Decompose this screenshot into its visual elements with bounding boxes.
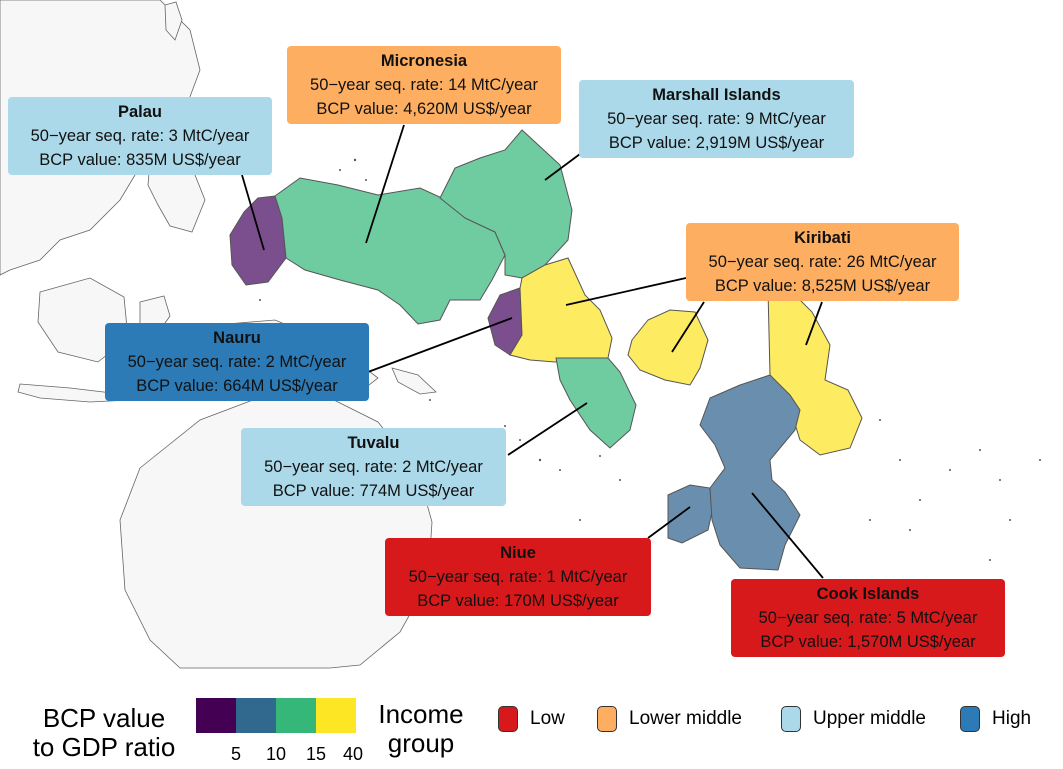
leader-lines bbox=[241, 124, 824, 579]
bcp-value: BCP value: 170M US$/year bbox=[417, 592, 619, 610]
callout-tuvalu: Tuvalu 50−year seq. rate: 2 MtC/year BCP… bbox=[241, 428, 506, 506]
leader-kiribati-gilbert bbox=[565, 277, 687, 306]
ramp-swatch bbox=[236, 698, 276, 733]
bcp-value: BCP value: 664M US$/year bbox=[136, 377, 338, 395]
landmass-taiwan bbox=[164, 1, 183, 41]
country-name: Micronesia bbox=[380, 52, 468, 70]
callout-cook-islands: Cook Islands 50−year seq. rate: 5 MtC/ye… bbox=[731, 579, 1005, 657]
leader-nauru bbox=[367, 317, 513, 373]
leader-marshall bbox=[544, 153, 581, 181]
leader-niue bbox=[647, 506, 691, 539]
bcp-value: BCP value: 835M US$/year bbox=[39, 151, 241, 169]
ramp-swatch bbox=[196, 698, 236, 733]
income-swatch bbox=[781, 706, 801, 732]
income-key-lower-middle: Lower middle bbox=[597, 706, 742, 732]
leader-tuvalu bbox=[507, 402, 588, 456]
callout-marshall-islands: Marshall Islands 50−year seq. rate: 9 Mt… bbox=[579, 80, 854, 158]
eez-marshall bbox=[439, 129, 573, 279]
seq-rate: 50−year seq. rate: 5 MtC/year bbox=[758, 609, 978, 627]
eez-kiribati-phoenix bbox=[627, 309, 709, 386]
leader-kiribati-phoenix bbox=[671, 301, 705, 353]
country-name: Tuvalu bbox=[347, 434, 400, 452]
bcp-value: BCP value: 774M US$/year bbox=[272, 482, 475, 500]
ratio-tick: 10 bbox=[265, 744, 287, 764]
income-swatch bbox=[960, 706, 980, 732]
eez-regions bbox=[229, 129, 863, 571]
callout-niue: Niue 50−year seq. rate: 1 MtC/year BCP v… bbox=[385, 538, 651, 616]
country-name: Niue bbox=[500, 544, 536, 562]
income-swatch bbox=[498, 706, 518, 732]
bcp-value: BCP value: 1,570M US$/year bbox=[760, 633, 976, 651]
ratio-legend-title: BCP value to GDP ratio bbox=[14, 704, 194, 762]
ramp-swatch bbox=[316, 698, 356, 733]
income-legend-title: Income group bbox=[366, 700, 476, 758]
eez-kiribati-gilbert bbox=[509, 257, 613, 363]
income-label: Low bbox=[530, 708, 565, 729]
eez-micronesia bbox=[274, 177, 506, 325]
eez-niue bbox=[667, 484, 713, 544]
income-title-line1: Income bbox=[378, 699, 464, 729]
country-name: Cook Islands bbox=[816, 585, 920, 603]
country-name: Kiribati bbox=[794, 229, 851, 247]
bcp-value: BCP value: 8,525M US$/year bbox=[714, 277, 931, 295]
income-swatch bbox=[597, 706, 617, 732]
callout-nauru: Nauru 50−year seq. rate: 2 MtC/year BCP … bbox=[105, 323, 369, 401]
bcp-value: BCP value: 2,919M US$/year bbox=[608, 134, 825, 152]
callout-kiribati: Kiribati 50−year seq. rate: 26 MtC/year … bbox=[686, 223, 959, 301]
income-title-line2: group bbox=[387, 728, 455, 758]
income-label: High bbox=[992, 708, 1032, 729]
leader-cook bbox=[751, 492, 824, 579]
ramp-swatch bbox=[276, 698, 316, 733]
ratio-color-ramp bbox=[196, 698, 356, 733]
leader-palau bbox=[241, 174, 265, 251]
seq-rate: 50−year seq. rate: 9 MtC/year bbox=[607, 110, 826, 128]
country-name: Nauru bbox=[213, 329, 261, 347]
seq-rate: 50−year seq. rate: 3 MtC/year bbox=[30, 127, 250, 145]
seq-rate: 50−year seq. rate: 2 MtC/year bbox=[127, 353, 347, 371]
ratio-title-line1: BCP value bbox=[42, 703, 166, 733]
ratio-title-line2: to GDP ratio bbox=[32, 732, 176, 762]
seq-rate: 50−year seq. rate: 2 MtC/year bbox=[264, 458, 483, 476]
country-name: Palau bbox=[117, 103, 163, 121]
ratio-tick: 15 bbox=[305, 744, 327, 764]
bcp-value: BCP value: 4,620M US$/year bbox=[316, 100, 532, 118]
landmass-solomon-islands bbox=[391, 367, 437, 395]
income-label: Upper middle bbox=[813, 708, 926, 729]
callout-palau: Palau 50−year seq. rate: 3 MtC/year BCP … bbox=[8, 97, 272, 175]
income-label: Lower middle bbox=[629, 708, 742, 729]
income-key-high: High bbox=[960, 706, 1031, 732]
legend: BCP value to GDP ratio 5 10 15 40 Income… bbox=[0, 690, 1063, 769]
landmass-java bbox=[17, 383, 131, 403]
income-key-upper-middle: Upper middle bbox=[781, 706, 926, 732]
seq-rate: 50−year seq. rate: 1 MtC/year bbox=[408, 568, 628, 586]
callout-micronesia: Micronesia 50−year seq. rate: 14 MtC/yea… bbox=[287, 46, 561, 124]
country-name: Marshall Islands bbox=[652, 86, 781, 104]
leader-kiribati-line bbox=[805, 301, 823, 346]
seq-rate: 50−year seq. rate: 14 MtC/year bbox=[310, 76, 538, 94]
eez-tuvalu bbox=[555, 357, 637, 449]
seq-rate: 50−year seq. rate: 26 MtC/year bbox=[708, 253, 937, 271]
income-key-low: Low bbox=[498, 706, 565, 732]
ratio-tick: 5 bbox=[230, 744, 242, 764]
leader-micronesia bbox=[365, 124, 405, 244]
ratio-tick: 40 bbox=[342, 744, 364, 764]
small-islands bbox=[259, 158, 1041, 561]
